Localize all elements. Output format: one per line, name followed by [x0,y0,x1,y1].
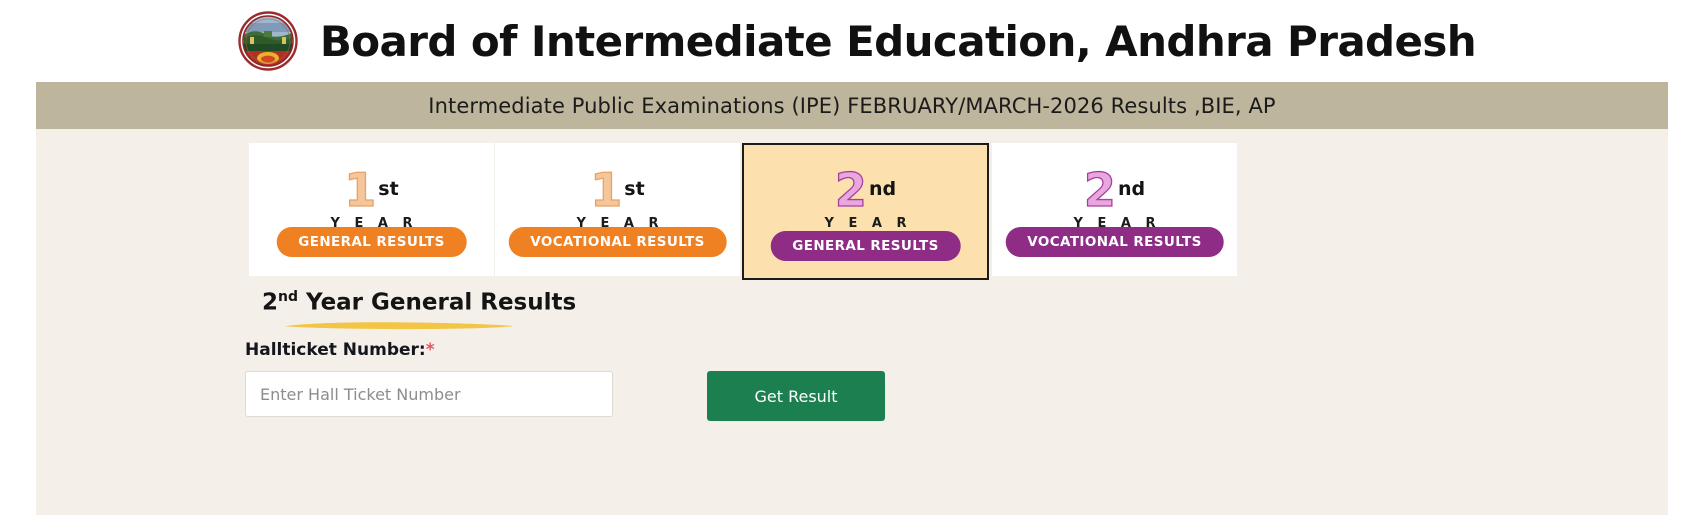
section-heading-text: 2nd Year General Results [262,289,576,316]
result-card-2nd-year-vocational[interactable]: 2 nd Y E A R VOCATIONAL RESULTS [992,143,1237,276]
result-card-1st-year-vocational[interactable]: 1 st Y E A R VOCATIONAL RESULTS [495,143,740,276]
year-badge: 1 st [590,163,645,217]
results-panel: Intermediate Public Examinations (IPE) F… [36,82,1668,515]
hallticket-label: Hallticket Number:* [245,340,885,360]
form-controls-row: Get Result [245,371,885,421]
year-number: 1 [344,163,377,217]
year-badge: 1 st [344,163,399,217]
year-number: 2 [834,163,867,217]
exam-ribbon-text: Intermediate Public Examinations (IPE) F… [428,93,1276,118]
bie-ap-emblem-icon [238,11,298,71]
result-category-cards: 1 st Y E A R GENERAL RESULTS 1 st Y E A … [249,143,1237,280]
site-header: Board of Intermediate Education, Andhra … [0,0,1704,82]
heading-underline-brush-icon [284,321,514,329]
section-heading: 2nd Year General Results [262,289,576,335]
year-ordinal: nd [1117,178,1146,200]
result-card-1st-year-general[interactable]: 1 st Y E A R GENERAL RESULTS [249,143,494,276]
year-ordinal: st [378,178,399,200]
general-results-button[interactable]: GENERAL RESULTS [770,231,961,261]
vocational-results-button[interactable]: VOCATIONAL RESULTS [1005,227,1224,257]
year-ordinal: st [624,178,645,200]
year-word-label: Y E A R [824,216,912,231]
year-number: 1 [590,163,623,217]
year-ordinal: nd [868,178,897,200]
page-title: Board of Intermediate Education, Andhra … [319,16,1477,66]
required-asterisk: * [425,340,435,360]
year-badge: 2 nd [834,163,897,217]
hallticket-input[interactable] [245,371,613,417]
exam-ribbon-banner: Intermediate Public Examinations (IPE) F… [36,82,1668,129]
vocational-results-button[interactable]: VOCATIONAL RESULTS [508,227,727,257]
section-heading-rest: Year General Results [298,289,577,316]
result-card-2nd-year-general[interactable]: 2 nd Y E A R GENERAL RESULTS [742,143,989,280]
section-heading-ordinal: nd [278,289,299,305]
hallticket-label-text: Hallticket Number: [245,340,426,360]
general-results-button[interactable]: GENERAL RESULTS [276,227,467,257]
section-heading-number: 2 [262,289,279,316]
year-number: 2 [1083,163,1116,217]
year-badge: 2 nd [1083,163,1146,217]
get-result-button[interactable]: Get Result [707,371,885,421]
result-lookup-form: Hallticket Number:* Get Result [245,340,885,421]
